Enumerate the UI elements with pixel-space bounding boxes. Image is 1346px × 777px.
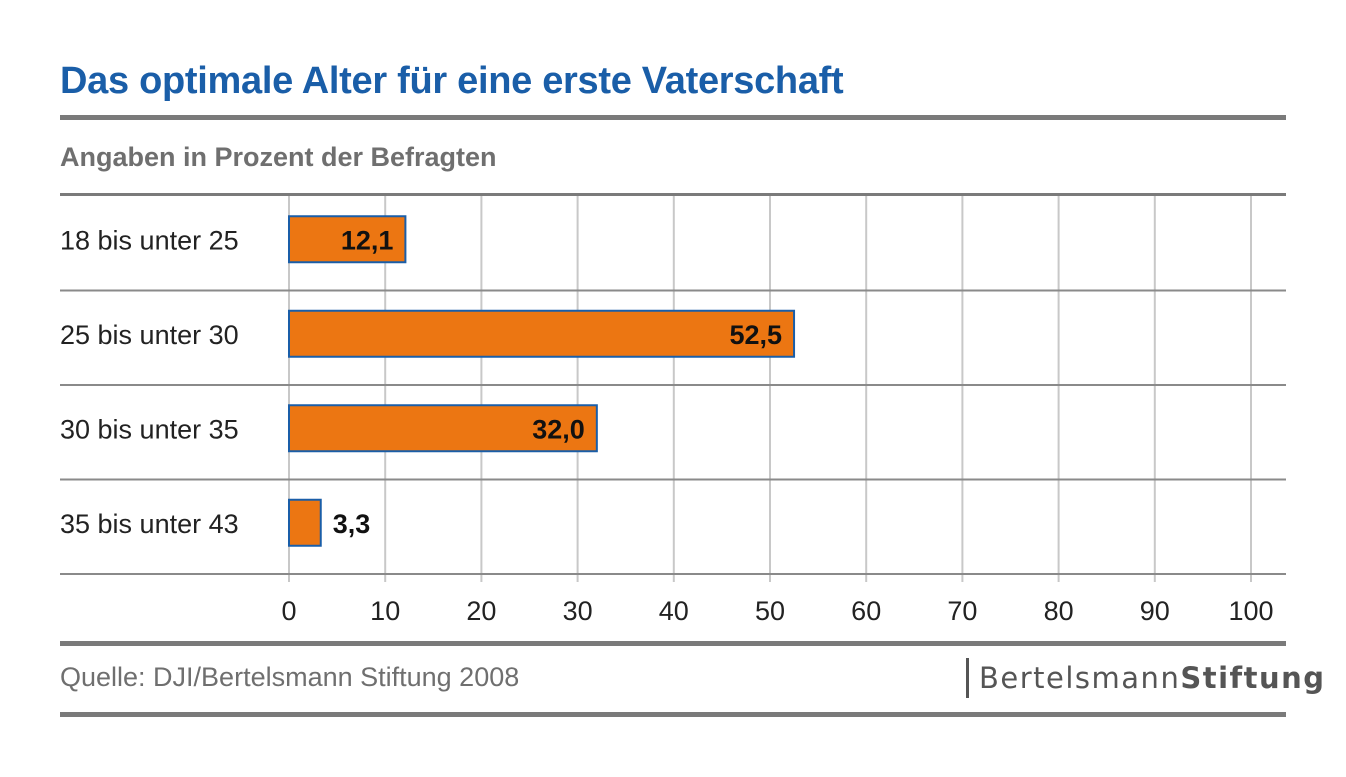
category-label-1: 18 bis unter 25 [60, 225, 239, 255]
x-tick-label-0: 0 [281, 596, 296, 626]
subtitle-divider [60, 193, 1286, 196]
x-tick-label-100: 100 [1228, 596, 1273, 626]
x-tick-label-20: 20 [466, 596, 496, 626]
chart-subtitle: Angaben in Prozent der Befragten [60, 142, 497, 172]
bar-value-label-3: 32,0 [532, 414, 585, 444]
logo-text-part2: Stiftung [1180, 661, 1326, 695]
x-tick-label-50: 50 [755, 596, 785, 626]
bertelsmann-stiftung-logo: BertelsmannStiftung [966, 658, 1326, 698]
bar-value-label-2: 52,5 [729, 320, 782, 350]
bar-2 [288, 309, 796, 358]
x-tick-label-60: 60 [851, 596, 881, 626]
title-divider [60, 115, 1286, 120]
category-label-3: 30 bis unter 35 [60, 414, 239, 444]
source-note: Quelle: DJI/Bertelsmann Stiftung 2008 [60, 662, 520, 692]
bar-4 [288, 498, 322, 547]
bar-value-label-4: 3,3 [333, 509, 371, 539]
bar-3 [288, 404, 598, 453]
bar-1 [288, 215, 407, 264]
x-tick-label-70: 70 [947, 596, 977, 626]
chart-title: Das optimale Alter für eine erste Vaters… [60, 60, 844, 102]
logo-text-part1: Bertelsmann [979, 661, 1181, 695]
bars: 12,1 52,5 32,0 3,3 [288, 215, 796, 547]
row-separators [60, 289, 1286, 575]
category-label-4: 35 bis unter 43 [60, 509, 239, 539]
x-tick-label-10: 10 [370, 596, 400, 626]
axis-divider [60, 641, 1286, 646]
footer-divider [60, 712, 1286, 717]
x-tick-label-30: 30 [563, 596, 593, 626]
bar-value-label-1: 12,1 [341, 225, 394, 255]
tick-labels: 0 10 20 30 40 50 60 70 80 90 100 [281, 596, 1273, 626]
category-labels: 18 bis unter 25 25 bis unter 30 30 bis unt… [60, 225, 239, 539]
category-label-2: 25 bis unter 30 [60, 320, 239, 350]
grid-lines [288, 196, 1252, 582]
x-tick-label-80: 80 [1044, 596, 1074, 626]
x-tick-label-40: 40 [659, 596, 689, 626]
x-tick-label-90: 90 [1140, 596, 1170, 626]
